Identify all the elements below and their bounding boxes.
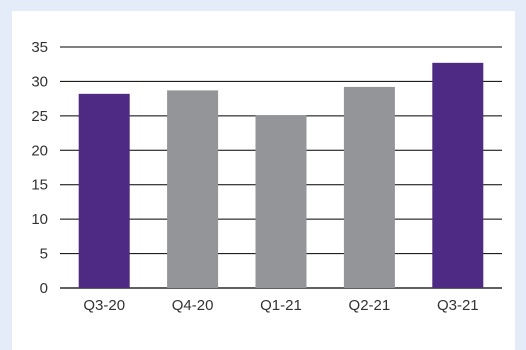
x-tick-label: Q3-20: [83, 297, 125, 314]
bar-q3-21: [432, 62, 484, 288]
x-tick-label: Q2-21: [349, 297, 391, 314]
x-tick-label: Q1-21: [260, 297, 302, 314]
y-tick-label: 15: [31, 177, 48, 194]
y-axis-ticks: 0 5 10 15 20 25 30 35: [31, 39, 48, 297]
bar-q1-21: [255, 115, 307, 288]
x-tick-label: Q4-20: [172, 297, 214, 314]
y-tick-label: 0: [40, 280, 48, 297]
bars: [78, 62, 484, 289]
bar-q2-21: [343, 86, 395, 289]
bar-q4-20: [167, 90, 219, 288]
x-axis-ticks: Q3-20 Q4-20 Q1-21 Q2-21 Q3-21: [83, 297, 478, 314]
y-tick-label: 35: [31, 39, 48, 56]
y-tick-label: 10: [31, 211, 48, 228]
y-tick-label: 5: [40, 246, 48, 263]
y-tick-label: 25: [31, 108, 48, 125]
y-tick-label: 30: [31, 73, 48, 90]
bar-q3-20: [78, 93, 130, 288]
bar-chart: 0 5 10 15 20 25 30 35 Q3-20 Q4-20 Q1-21 Q2-21 Q3-21: [31, 39, 502, 314]
chart-panel: 0 5 10 15 20 25 30 35 Q3-20 Q4-20 Q1-21 Q2-21 Q3-21: [12, 11, 515, 350]
x-tick-label: Q3-21: [437, 297, 479, 314]
y-tick-label: 20: [31, 142, 48, 159]
